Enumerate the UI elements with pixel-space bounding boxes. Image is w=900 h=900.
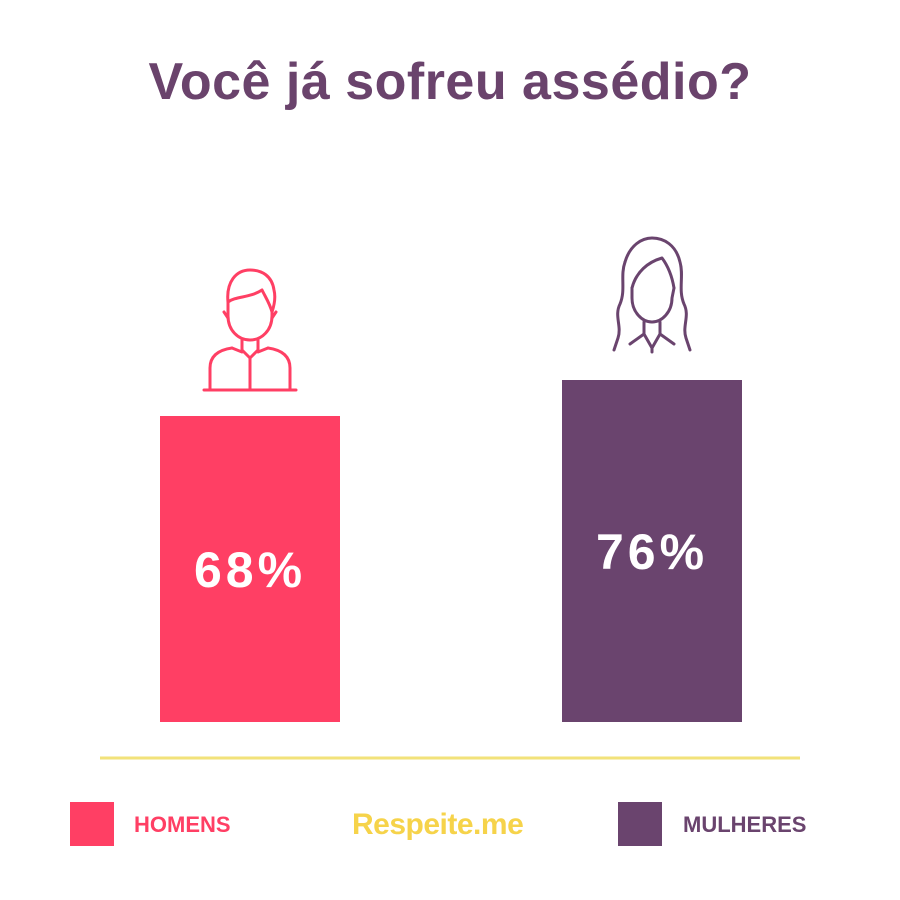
legend-label-homens: HOMENS xyxy=(134,812,231,837)
legend-swatch-mulheres xyxy=(618,802,662,846)
legend-swatch-homens xyxy=(70,802,114,846)
bar-value-label-mulheres: 76% xyxy=(596,524,708,580)
bar-mulheres xyxy=(562,380,742,722)
brand-logo: Respeite.me xyxy=(352,808,524,841)
bar-homens xyxy=(160,416,340,722)
chart-title: Você já sofreu assédio? xyxy=(148,53,752,111)
bar-value-label-homens: 68% xyxy=(194,542,306,598)
woman-icon xyxy=(612,236,692,354)
legend-label-mulheres: MULHERES xyxy=(683,812,807,837)
man-icon xyxy=(202,268,298,392)
